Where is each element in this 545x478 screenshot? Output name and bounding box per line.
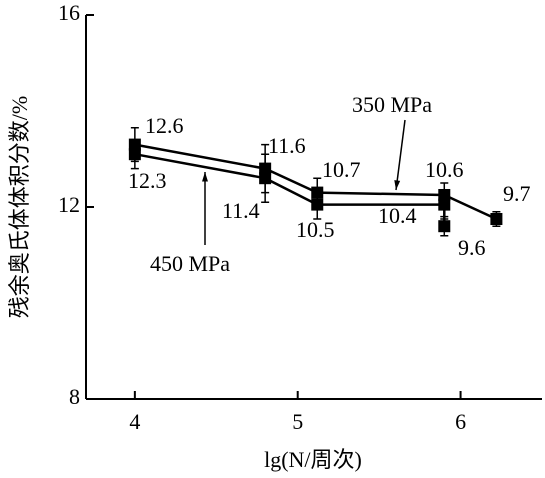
point-annotation: 11.6 bbox=[268, 133, 306, 158]
x-axis-title: lg(N/周次) bbox=[264, 447, 362, 472]
arrow-shaft bbox=[395, 119, 406, 191]
marker bbox=[438, 220, 451, 233]
y-tick-label: 16 bbox=[58, 0, 80, 25]
marker bbox=[490, 213, 503, 225]
y-axis-title: 残余奥氏体体积分数/% bbox=[7, 96, 32, 318]
point-annotation: 11.4 bbox=[222, 198, 260, 223]
marker bbox=[128, 148, 141, 161]
x-tick-label: 4 bbox=[129, 409, 140, 434]
point-annotation: 12.3 bbox=[128, 168, 167, 193]
x-tick-label: 5 bbox=[292, 409, 303, 434]
point-annotation: 9.7 bbox=[503, 181, 531, 206]
point-annotation: 10.5 bbox=[296, 217, 335, 242]
arrow-head bbox=[202, 172, 208, 182]
marker bbox=[311, 198, 324, 211]
point-annotation: 10.4 bbox=[378, 203, 417, 228]
series-label: 350 MPa bbox=[352, 92, 432, 117]
marker bbox=[259, 172, 272, 185]
y-tick-label: 12 bbox=[58, 192, 80, 217]
arrow-head bbox=[394, 180, 401, 190]
point-annotation: 12.6 bbox=[145, 113, 184, 138]
point-annotation: 10.7 bbox=[322, 157, 361, 182]
marker bbox=[438, 198, 451, 211]
series-label: 450 MPa bbox=[150, 251, 230, 276]
point-annotation: 9.6 bbox=[458, 235, 486, 260]
x-tick-label: 6 bbox=[455, 409, 466, 434]
point-annotation: 10.6 bbox=[425, 157, 464, 182]
y-tick-label: 8 bbox=[69, 384, 80, 409]
